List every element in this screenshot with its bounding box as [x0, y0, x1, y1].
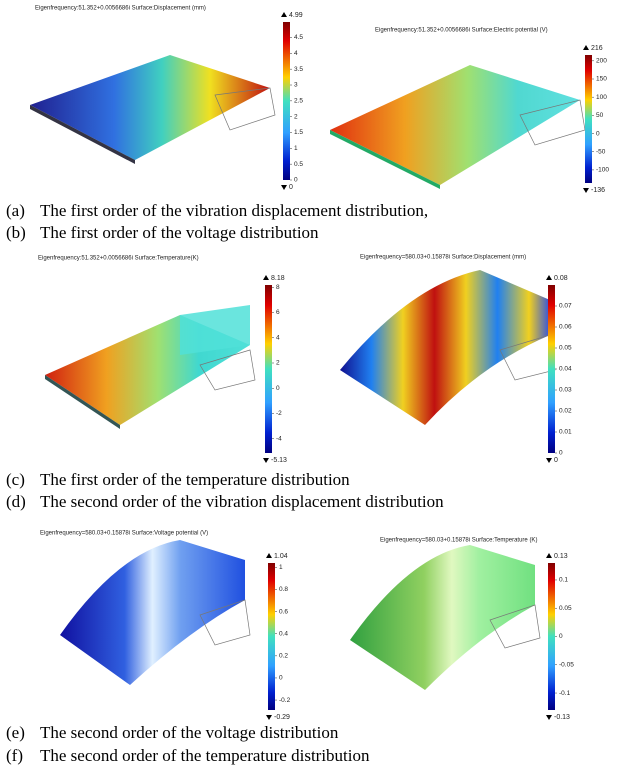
max-label: 8.18 — [271, 275, 285, 282]
colorbar-tick-label: 0 — [276, 385, 280, 392]
plot-title: Eigenfrequency=580.03+0.15878i Surface:V… — [40, 531, 208, 537]
plot-b-geometry — [330, 65, 585, 189]
colorbar — [585, 55, 592, 183]
max-marker — [281, 12, 287, 17]
max-marker — [546, 553, 552, 558]
min-marker — [263, 458, 269, 463]
min-label: 0 — [554, 457, 558, 464]
max-marker — [266, 553, 272, 558]
colorbar-tick-label: 0.6 — [279, 608, 288, 615]
max-label: 0.13 — [554, 553, 568, 560]
colorbar-tick-label: 150 — [596, 76, 607, 83]
caption-text: The second order of the voltage distribu… — [40, 723, 339, 742]
caption-text: The second order of the vibration displa… — [40, 492, 444, 511]
colorbar-tick-label: -2 — [276, 410, 282, 417]
colorbar-tick-label: -50 — [596, 148, 606, 155]
colorbar-tick-label: 0.05 — [559, 345, 572, 352]
colorbar-tick-label: 0 — [279, 675, 283, 682]
colorbar-tick-label: -0.1 — [559, 690, 571, 697]
colorbar-tick-label: 1 — [294, 145, 298, 152]
colorbar-tick-label: 2 — [276, 360, 280, 367]
caption-label: (d) — [6, 492, 26, 511]
colorbar-tick-label: 0.01 — [559, 429, 572, 436]
colorbar-tick-label: 6 — [276, 309, 280, 316]
colorbar-tick-label: 0 — [559, 450, 563, 457]
caption-text: The first order of the vibration displac… — [40, 201, 428, 220]
plot-d-geometry — [340, 270, 555, 425]
min-label: -5.13 — [271, 457, 287, 464]
colorbar — [268, 563, 275, 710]
colorbar-tick-label: 200 — [596, 58, 607, 65]
caption-label: (e) — [6, 723, 25, 742]
min-label: -136 — [591, 187, 605, 194]
figure-page: Eigenfrequency:51.352+0.0056686i Surface… — [0, 0, 630, 771]
min-marker — [546, 715, 552, 720]
colorbar-tick-label: -100 — [596, 167, 609, 174]
colorbar-tick-label: 0.8 — [279, 586, 288, 593]
colorbar — [283, 22, 290, 180]
plot-title: Eigenfrequency:51.352+0.0056686i Surface… — [35, 6, 206, 12]
colorbar-tick-label: 4 — [276, 334, 280, 341]
colorbar-tick-label: -0.2 — [279, 697, 291, 704]
colorbar-tick-label: 50 — [596, 112, 604, 119]
min-label: -0.29 — [274, 714, 290, 721]
colorbar-tick-label: 0 — [294, 177, 298, 184]
colorbar — [265, 285, 272, 453]
plot-title: Eigenfrequency:51.352+0.0056686i Surface… — [38, 256, 199, 262]
max-label: 1.04 — [274, 553, 288, 560]
colorbar — [548, 563, 555, 710]
caption-label: (a) — [6, 201, 25, 220]
colorbar-tick-label: 4.5 — [294, 34, 303, 41]
colorbar-tick-label: 0 — [559, 633, 563, 640]
colorbar-tick-label: 0.05 — [559, 605, 572, 612]
colorbar-tick-label: 0.2 — [279, 653, 288, 660]
colorbar-tick-label: 0.5 — [294, 161, 303, 168]
max-label: 4.99 — [289, 12, 303, 19]
caption-text: The first order of the temperature distr… — [40, 470, 350, 489]
colorbar-tick-label: 0.1 — [559, 577, 568, 584]
colorbar-tick-label: 100 — [596, 94, 607, 101]
colorbar-tick-label: 2.5 — [294, 98, 303, 105]
colorbar-tick-label: -0.05 — [559, 661, 574, 668]
max-label: 0.08 — [554, 275, 568, 282]
min-label: -0.13 — [554, 714, 570, 721]
colorbar-tick-label: 2 — [294, 113, 298, 120]
colorbar-tick-label: 0.07 — [559, 303, 572, 310]
max-marker — [546, 275, 552, 280]
colorbar-tick-label: 4 — [294, 50, 298, 57]
plot-c-geometry — [45, 305, 255, 429]
max-marker — [583, 45, 589, 50]
caption-label: (c) — [6, 470, 25, 489]
plot-title: Eigenfrequency=580.03+0.15878i Surface:T… — [380, 538, 537, 544]
colorbar-tick-label: 0.02 — [559, 408, 572, 415]
min-marker — [546, 458, 552, 463]
min-marker — [266, 715, 272, 720]
colorbar-tick-label: 0.03 — [559, 387, 572, 394]
min-marker — [281, 185, 287, 190]
plot-f-geometry — [350, 545, 540, 690]
colorbar-tick-label: 3.5 — [294, 66, 303, 73]
plot-a-geometry — [30, 55, 275, 164]
colorbar-tick-label: 3 — [294, 82, 298, 89]
plot-title: Eigenfrequency=580.03+0.15878i Surface:D… — [360, 255, 526, 261]
min-marker — [583, 188, 589, 193]
colorbar-tick-label: 1.5 — [294, 129, 303, 136]
caption-label: (f) — [6, 746, 23, 765]
colorbar-tick-label: 0.04 — [559, 366, 572, 373]
colorbar-tick-label: -4 — [276, 435, 282, 442]
plot-title: Eigenfrequency:51.352+0.0056686i Surface… — [375, 28, 548, 34]
caption-text: The first order of the voltage distribut… — [40, 223, 319, 242]
colorbar-tick-label: 0.4 — [279, 630, 288, 637]
plot-e-geometry — [60, 540, 250, 685]
max-marker — [263, 275, 269, 280]
colorbar-tick-label: 0.06 — [559, 324, 572, 331]
colorbar-tick-label: 1 — [279, 564, 283, 571]
colorbar-tick-label: 0 — [596, 130, 600, 137]
caption-label: (b) — [6, 223, 26, 242]
caption-text: The second order of the temperature dist… — [40, 746, 370, 765]
min-label: 0 — [289, 184, 293, 191]
max-label: 216 — [591, 45, 603, 52]
colorbar — [548, 285, 555, 453]
colorbar-tick-label: 8 — [276, 284, 280, 291]
